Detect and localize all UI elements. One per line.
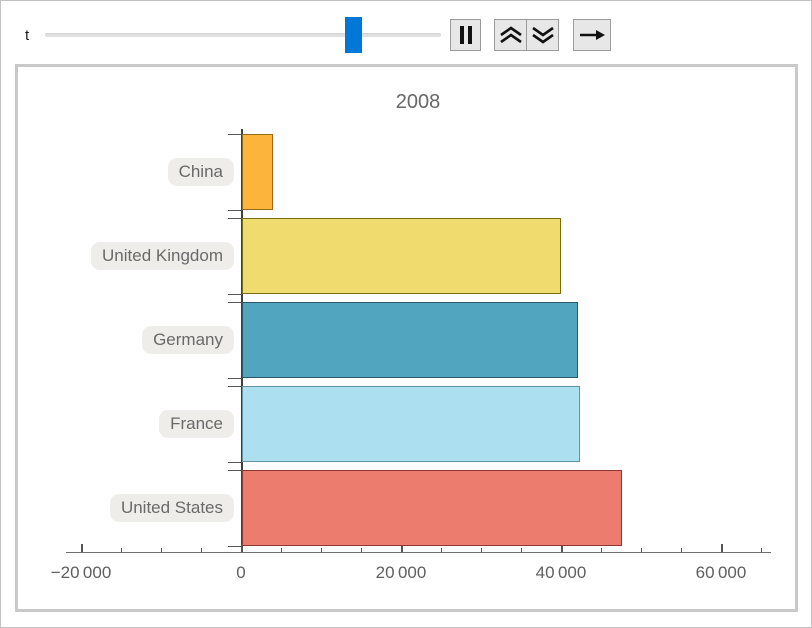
- x-axis-minor-tick: [761, 548, 762, 552]
- category-axis-tick: [228, 210, 242, 211]
- category-axis-tick: [228, 302, 242, 303]
- faster-button[interactable]: [494, 19, 527, 51]
- bar-label-united-states: United States: [109, 494, 234, 522]
- x-axis-major-tick: [241, 544, 243, 552]
- time-slider-track[interactable]: [45, 33, 441, 37]
- x-axis-tick-label: 20 000: [375, 563, 427, 582]
- x-axis-minor-tick: [601, 548, 602, 552]
- chevron-double-down-icon: [530, 24, 556, 46]
- x-axis-minor-tick: [361, 548, 362, 552]
- x-axis-minor-tick: [201, 548, 202, 552]
- chart-panel: 2008 −20 000 0 20 000 40 000 60 000 China Unit…: [15, 64, 798, 612]
- x-axis-major-tick: [401, 544, 403, 552]
- x-axis-minor-tick: [521, 548, 522, 552]
- x-axis-minor-tick: [281, 548, 282, 552]
- bar-germany: [242, 302, 578, 378]
- bar-france: [242, 386, 580, 462]
- x-axis-minor-tick: [121, 548, 122, 552]
- pause-button[interactable]: [450, 19, 481, 51]
- arrow-right-icon: [578, 24, 606, 46]
- bar-label-united-kingdom: United Kingdom: [91, 242, 234, 270]
- category-axis-tick: [228, 546, 242, 547]
- bar-united-kingdom: [242, 218, 561, 294]
- category-axis-tick: [228, 386, 242, 387]
- bar-chart: 2008 −20 000 0 20 000 40 000 60 000 China Unit…: [18, 67, 795, 609]
- chevron-double-up-icon: [498, 24, 524, 46]
- x-axis-line: [66, 552, 771, 553]
- category-axis-tick: [228, 378, 242, 379]
- x-axis-tick-label: 0: [236, 563, 246, 582]
- x-axis-tick-label: 40 000: [535, 563, 587, 582]
- bar-label-germany: Germany: [142, 326, 234, 354]
- x-axis-tick-label: 60 000: [695, 563, 747, 582]
- bar-label-china: China: [167, 158, 234, 186]
- x-axis-minor-tick: [481, 548, 482, 552]
- chart-title: 2008: [395, 91, 441, 113]
- category-axis-tick: [228, 294, 242, 295]
- category-axis-tick: [228, 470, 242, 471]
- slider-variable-label: t: [25, 27, 30, 44]
- pause-icon: [455, 24, 477, 46]
- x-axis-minor-tick: [681, 548, 682, 552]
- category-axis-tick: [228, 134, 242, 135]
- x-axis-major-tick: [721, 544, 723, 552]
- x-axis-minor-tick: [321, 548, 322, 552]
- slower-button[interactable]: [526, 19, 559, 51]
- x-axis-minor-tick: [641, 548, 642, 552]
- x-axis-major-tick: [561, 544, 563, 552]
- category-axis-tick: [228, 462, 242, 463]
- time-slider-thumb[interactable]: [345, 17, 363, 53]
- bar-label-france: France: [159, 410, 234, 438]
- x-axis-tick-label: −20 000: [50, 563, 112, 582]
- x-axis-minor-tick: [161, 548, 162, 552]
- bar-united-states: [242, 470, 622, 546]
- category-axis-tick: [228, 218, 242, 219]
- direction-button[interactable]: [573, 19, 611, 51]
- x-axis-major-tick: [81, 544, 83, 552]
- bar-china: [242, 134, 273, 210]
- x-axis-minor-tick: [441, 548, 442, 552]
